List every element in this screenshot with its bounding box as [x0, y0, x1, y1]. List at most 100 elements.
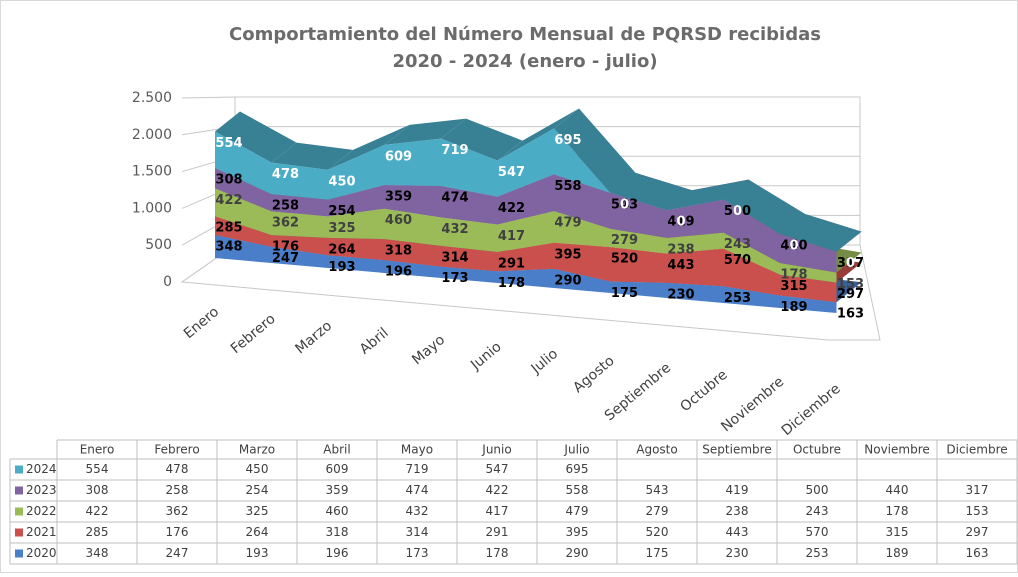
table-header: Julio [563, 443, 589, 457]
data-label: 173 [441, 271, 468, 286]
data-label: 500 [724, 204, 751, 219]
table-cell: 417 [486, 504, 509, 518]
data-label: 0 [676, 215, 685, 230]
table-cell: 315 [886, 525, 909, 539]
table-header: Abril [323, 443, 350, 457]
table-cell: 279 [646, 504, 669, 518]
data-label: 478 [272, 167, 299, 182]
data-label: 230 [667, 287, 694, 302]
table-cell: 547 [486, 462, 509, 476]
data-label: 264 [328, 242, 355, 257]
legend-label: 2022 [26, 504, 57, 518]
table-cell: 422 [86, 504, 109, 518]
data-label: 178 [498, 276, 525, 291]
data-label: 554 [215, 136, 242, 151]
area [215, 216, 837, 303]
data-label: 175 [611, 286, 638, 301]
table-cell: 230 [726, 546, 749, 560]
table-cell: 238 [726, 504, 749, 518]
area-top [554, 108, 636, 193]
data-label: 297 [837, 287, 864, 302]
table-cell: 178 [486, 546, 509, 560]
data-label: 254 [328, 204, 355, 219]
table-cell: 348 [86, 546, 109, 560]
data-label: 163 [837, 307, 864, 322]
area-top [610, 172, 692, 211]
data-label: 422 [498, 201, 525, 216]
table-cell: 440 [886, 483, 909, 497]
legend-swatch [15, 549, 23, 558]
data-label: 719 [441, 143, 468, 158]
area [215, 235, 837, 313]
data-label: 419 [667, 215, 694, 230]
data-label: 543 [611, 197, 638, 212]
table-cell: 695 [566, 462, 589, 476]
table-cell: 254 [246, 483, 269, 497]
table-cell: 290 [566, 546, 589, 560]
data-label: 432 [441, 222, 468, 237]
data-label: 279 [611, 233, 638, 248]
y-tick-label: 1.000 [132, 200, 172, 216]
y-tick-label: 1.500 [132, 164, 172, 180]
table-cell: 285 [86, 525, 109, 539]
table-cell: 173 [406, 546, 429, 560]
table-header: Septiembre [702, 443, 771, 457]
legend-swatch [15, 465, 23, 474]
table-cell: 325 [246, 504, 269, 518]
table-header: Noviembre [864, 443, 930, 457]
data-label: 440 [780, 238, 807, 253]
table-cell: 570 [806, 525, 829, 539]
table-cell: 318 [326, 525, 349, 539]
y-tick-label: 2.500 [132, 90, 172, 106]
data-label: 348 [215, 240, 242, 255]
table-header: Enero [80, 443, 115, 457]
table-cell: 460 [326, 504, 349, 518]
data-label: 243 [724, 237, 751, 252]
data-label: 253 [724, 291, 751, 306]
area [215, 188, 837, 283]
table-cell: 362 [166, 504, 189, 518]
legend-swatch [15, 507, 23, 516]
y-tick-label: 500 [145, 237, 172, 253]
data-label: 609 [385, 149, 412, 164]
data-label: 247 [272, 251, 299, 266]
table-cell: 432 [406, 504, 429, 518]
data-label: 520 [611, 252, 638, 267]
y-tick-label: 2.000 [132, 127, 172, 143]
data-label: 460 [385, 213, 412, 228]
table-cell: 419 [726, 483, 749, 497]
chart-title: Comportamiento del Número Mensual de PQR… [229, 24, 821, 45]
table-cell: 189 [886, 546, 909, 560]
table-header: Diciembre [946, 443, 1007, 457]
table-header: Junio [481, 443, 511, 457]
grid-line [181, 96, 860, 99]
data-label: 325 [328, 221, 355, 236]
table-cell: 554 [86, 462, 109, 476]
data-label: 176 [272, 240, 299, 255]
data-label: 417 [498, 229, 525, 244]
data-label: 196 [385, 265, 412, 280]
data-label: 0 [846, 256, 855, 271]
area-top [780, 213, 862, 252]
area [215, 168, 837, 273]
data-label: 443 [667, 258, 694, 273]
data-label: 0 [733, 204, 742, 219]
table-header: Mayo [401, 443, 433, 457]
table-cell: 609 [326, 462, 349, 476]
data-label: 189 [780, 300, 807, 315]
y-tick-label: 0 [163, 274, 172, 290]
data-label: 359 [385, 190, 412, 205]
table-cell: 193 [246, 546, 269, 560]
table-header: Octubre [793, 443, 841, 457]
table-cell: 175 [646, 546, 669, 560]
data-label: 153 [837, 277, 864, 292]
table-cell: 258 [166, 483, 189, 497]
data-label: 285 [215, 221, 242, 236]
data-label: 290 [554, 273, 581, 288]
table-cell: 178 [886, 504, 909, 518]
table-cell: 479 [566, 504, 589, 518]
area-top [271, 142, 353, 170]
legend-label: 2023 [26, 483, 57, 497]
data-label: 178 [780, 267, 807, 282]
